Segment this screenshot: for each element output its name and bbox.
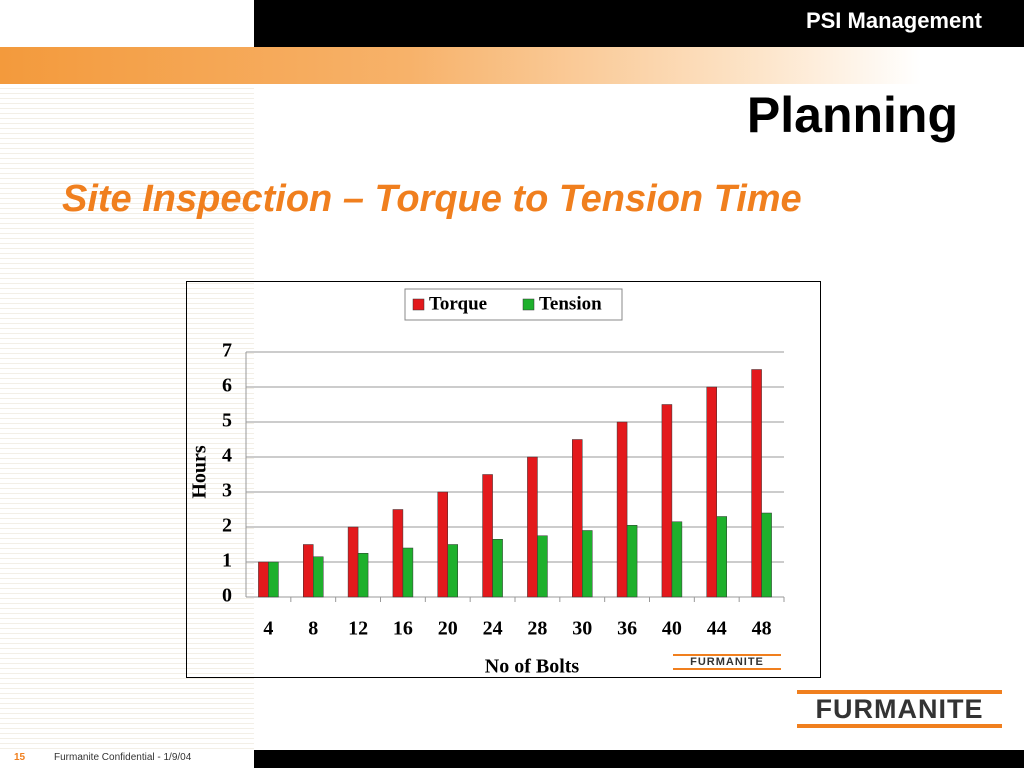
bar [447,544,458,598]
logo: FURMANITE [797,690,1002,728]
bar [482,474,493,598]
bar [357,553,369,598]
bar [258,561,269,598]
x-tick-label: 20 [438,618,458,640]
bar [572,439,583,598]
legend-label: Torque [429,293,487,314]
bar [616,421,628,598]
x-tick-label: 12 [348,618,368,640]
legend-swatch [412,298,425,311]
chart-logo: FURMANITE [673,654,781,670]
bar [582,530,593,598]
x-tick-label: 4 [263,618,273,640]
bar [761,512,772,598]
x-tick-label: 48 [752,618,772,640]
y-tick-label: 7 [222,340,232,362]
bar [626,525,638,598]
bar [661,404,673,598]
bottom-bar [254,750,1024,768]
x-axis-label: No of Bolts [485,656,580,678]
x-tick-label: 30 [572,618,592,640]
page-number: 15 [14,752,26,763]
footer-note: Furmanite Confidential - 1/9/04 [54,752,192,763]
x-tick-label: 8 [308,618,318,640]
y-tick-label: 6 [222,375,232,397]
bar [313,556,324,598]
slide-title: Planning [746,87,958,143]
bar [347,526,359,598]
x-tick-label: 24 [483,618,503,640]
bar [537,535,548,598]
y-axis-label: Hours [189,445,211,499]
top-bar [254,0,1024,47]
legend-swatch [522,298,535,311]
orange-band [0,47,1024,84]
x-tick-label: 36 [617,618,637,640]
subtitle: Site Inspection – Torque to Tension Time [62,178,802,220]
y-tick-label: 0 [222,585,232,607]
y-tick-label: 1 [222,550,232,572]
chart-logo-box: FURMANITE [673,654,781,670]
x-tick-label: 40 [662,618,682,640]
bar [437,491,448,598]
bar [706,386,717,598]
y-tick-label: 4 [222,445,232,467]
legend-box [404,288,623,321]
x-tick-label: 28 [527,618,547,640]
bar [392,509,404,598]
bar [671,521,683,598]
y-tick-label: 5 [222,410,232,432]
y-tick-label: 2 [222,515,232,537]
bar [402,547,414,598]
bar [268,561,279,598]
x-tick-label: 16 [393,618,413,640]
bar [716,516,727,598]
bar [303,544,314,598]
bar [527,456,538,598]
y-tick-label: 3 [222,480,232,502]
brand: PSI Management [805,8,982,33]
bar [492,539,503,598]
legend-label: Tension [539,293,602,314]
background-stripes [0,84,254,750]
bar [751,369,762,598]
x-tick-label: 44 [707,618,727,640]
